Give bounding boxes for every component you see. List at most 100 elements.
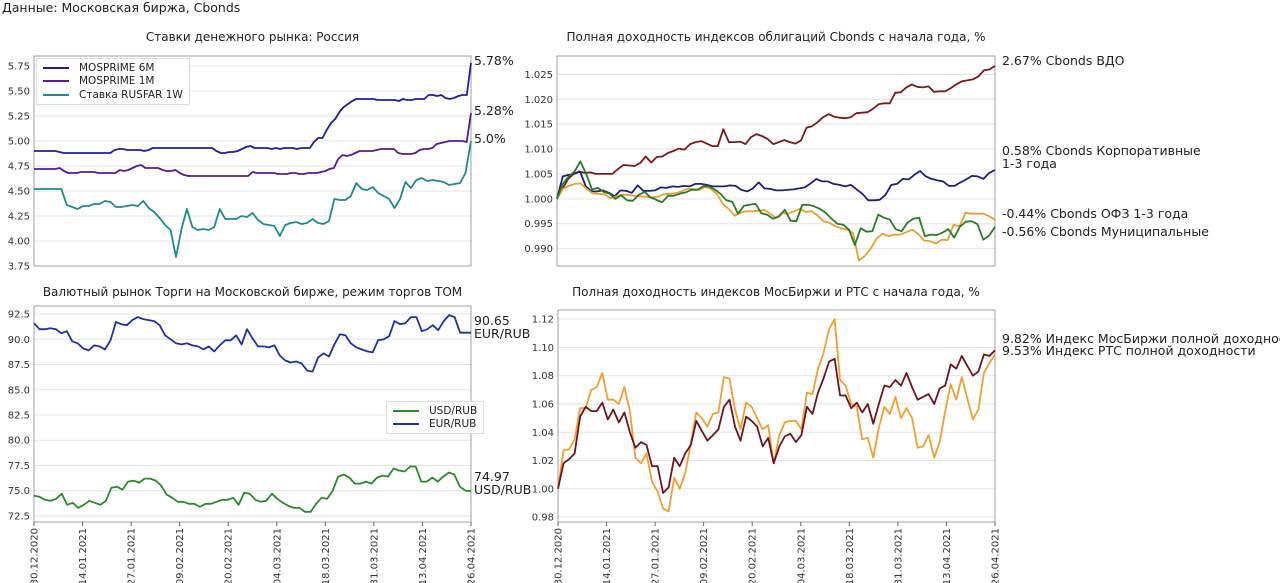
x-tick-label: 09.02.2021	[699, 528, 710, 583]
x-tick-label: 30.12.2020	[30, 528, 41, 583]
x-tick-label: 14.01.2021	[78, 528, 89, 583]
y-tick-label: 0.990	[524, 244, 553, 255]
y-tick-label: 5.25	[8, 112, 30, 123]
y-tick-label: 1.020	[524, 95, 553, 106]
x-tick-label: 18.03.2021	[845, 528, 856, 583]
y-tick-label: 80.0	[8, 436, 30, 447]
y-tick-label: 85.0	[8, 385, 30, 396]
y-tick-label: 3.75	[8, 262, 30, 273]
y-tick-label: 0.995	[524, 219, 553, 230]
x-tick-label: 31.03.2021	[893, 528, 904, 583]
legend-label: USD/RUB	[429, 404, 478, 417]
end-value-label-line: 0.58% Cbonds Корпоративные	[1002, 143, 1201, 158]
legend-swatch	[393, 409, 419, 412]
x-tick-label: 04.03.2021	[272, 528, 283, 583]
y-tick-label: 1.12	[532, 315, 554, 326]
end-value-label-line: 5.78%	[474, 53, 514, 68]
x-tick-label: 18.03.2021	[321, 528, 332, 583]
end-value-label: 9.82% Индекс МосБиржи полной доходности	[1002, 331, 1280, 346]
series-line	[556, 65, 996, 200]
end-value-label-line: -0.44% Cbonds ОФЗ 1-3 года	[1002, 206, 1188, 221]
series-line	[556, 160, 996, 247]
x-tick-label: 20.02.2021	[748, 528, 759, 583]
y-tick-label: 1.005	[524, 169, 553, 180]
series-line	[34, 62, 472, 154]
x-tick-label: 20.02.2021	[224, 528, 235, 583]
y-tick-label: 72.5	[8, 511, 30, 522]
end-value-label-line: 9.82% Индекс МосБиржи полной доходности	[1002, 331, 1280, 346]
end-value-label-line: 5.28%	[474, 103, 514, 118]
y-tick-label: 4.75	[8, 162, 30, 173]
legend-money-market: MOSPRIME 6M MOSPRIME 1M Ставка RUSFAR 1W	[36, 58, 190, 105]
series-line	[34, 112, 472, 177]
y-tick-label: 82.5	[8, 411, 30, 422]
y-tick-label: 87.5	[8, 360, 30, 371]
legend-label: MOSPRIME 1M	[79, 75, 155, 88]
x-tick-label: 04.03.2021	[796, 528, 807, 583]
x-tick-label: 26.04.2021	[991, 528, 1002, 583]
plot-frame	[557, 309, 996, 523]
legend-item: EUR/RUB	[393, 418, 477, 432]
y-tick-label: 4.50	[8, 187, 30, 198]
x-tick-label: 31.03.2021	[369, 528, 380, 583]
end-value-label-line: 2.67% Cbonds ВДО	[1002, 53, 1125, 68]
source-note: Данные: Московская биржа, Cbonds	[2, 0, 241, 15]
y-tick-label: 1.02	[532, 456, 554, 467]
end-value-label: -0.56% Cbonds Муниципальные	[1002, 224, 1209, 239]
legend-swatch	[43, 93, 69, 96]
x-tick-label: 27.01.2021	[651, 528, 662, 583]
y-tick-label: 0.98	[532, 513, 554, 524]
y-tick-label: 4.25	[8, 212, 30, 223]
legend-swatch	[43, 66, 69, 69]
end-value-label-line: EUR/RUB	[474, 326, 530, 341]
series-line	[33, 314, 471, 373]
legend-label: Ставка RUSFAR 1W	[79, 88, 183, 101]
end-value-label: 5.28%	[474, 103, 514, 118]
plot-frame	[33, 55, 472, 267]
y-tick-label: 1.010	[524, 145, 553, 156]
y-tick-label: 5.75	[8, 62, 30, 73]
chart-title-cbonds: Полная доходность индексов облигаций Cbo…	[566, 30, 986, 44]
x-tick-label: 14.01.2021	[602, 528, 613, 583]
x-tick-label: 13.04.2021	[418, 528, 429, 583]
x-tick-label: 26.04.2021	[467, 528, 478, 583]
y-tick-label: 77.5	[8, 461, 30, 472]
end-value-label-line: 1-3 года	[1002, 156, 1057, 171]
end-value-label: 5.0%	[474, 131, 506, 146]
y-tick-label: 1.000	[524, 194, 553, 205]
y-tick-label: 1.015	[524, 120, 553, 131]
y-tick-label: 90.0	[8, 335, 30, 346]
chart-title-money-market: Ставки денежного рынка: Россия	[145, 30, 360, 44]
legend-swatch	[43, 80, 69, 83]
end-value-label-line: 90.65	[474, 313, 510, 328]
legend-label: MOSPRIME 6M	[79, 61, 155, 74]
legend-item: MOSPRIME 6M	[43, 61, 183, 75]
series-line	[557, 318, 996, 513]
end-value-label-line: USD/RUB	[474, 482, 531, 497]
end-value-label: 74.97 USD/RUB	[474, 469, 531, 497]
y-tick-label: 1.04	[532, 428, 554, 439]
end-value-label: 90.65 EUR/RUB	[474, 313, 530, 341]
legend-label: EUR/RUB	[429, 418, 477, 431]
end-value-label: 2.67% Cbonds ВДО	[1002, 53, 1125, 68]
plot-frame	[556, 55, 996, 267]
end-value-label-line: 5.0%	[474, 131, 506, 146]
x-tick-label: 13.04.2021	[942, 528, 953, 583]
end-value-label: 0.58% Cbonds Корпоративные 1-3 года	[1002, 143, 1201, 171]
legend-item: MOSPRIME 1M	[43, 75, 183, 89]
series-line	[557, 349, 996, 494]
x-tick-label: 30.12.2020	[554, 528, 565, 583]
series-line	[556, 169, 996, 202]
y-tick-label: 92.5	[8, 310, 30, 321]
end-value-label-line: 74.97	[474, 469, 510, 484]
legend-item: USD/RUB	[393, 404, 477, 418]
end-value-label: -0.44% Cbonds ОФЗ 1-3 года	[1002, 206, 1188, 221]
legend-item: Ставка RUSFAR 1W	[43, 88, 183, 102]
chart-title-equity: Полная доходность индексов МосБиржи и РТ…	[572, 285, 980, 299]
y-tick-label: 5.00	[8, 137, 30, 148]
end-value-label: 9.53% Индекс РТС полной доходности	[1002, 343, 1256, 358]
legend-swatch	[393, 423, 419, 426]
y-tick-label: 5.50	[8, 87, 30, 98]
y-tick-label: 1.00	[532, 484, 554, 495]
